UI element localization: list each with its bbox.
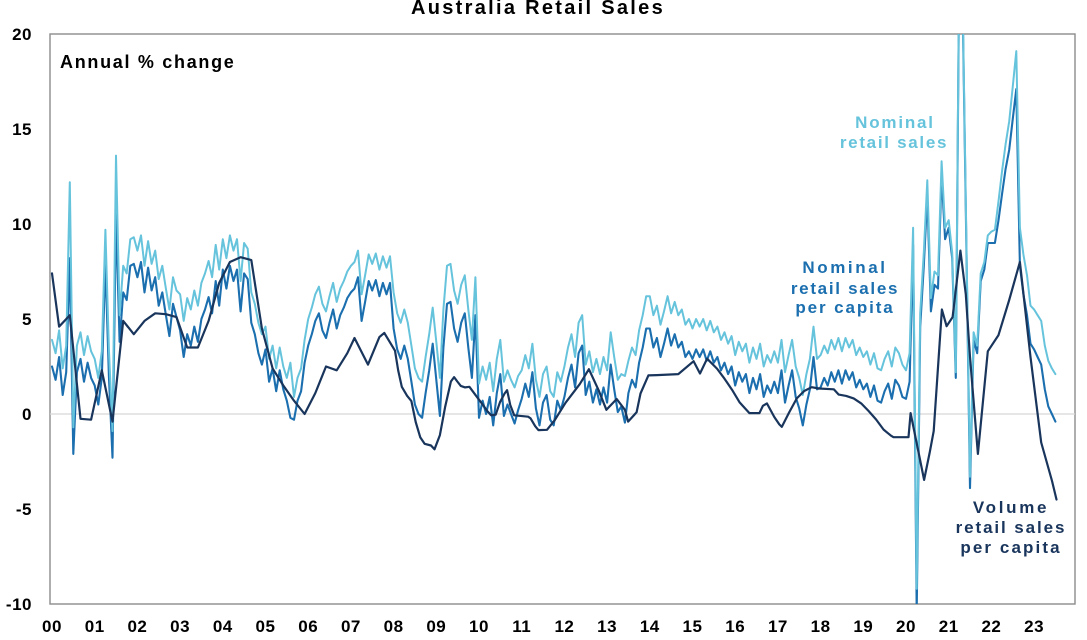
svg-text:19: 19 xyxy=(853,617,873,636)
svg-text:-10: -10 xyxy=(6,595,32,614)
svg-text:Volume: Volume xyxy=(973,498,1049,517)
svg-text:18: 18 xyxy=(811,617,831,636)
svg-text:17: 17 xyxy=(768,617,788,636)
svg-text:03: 03 xyxy=(170,617,190,636)
svg-text:02: 02 xyxy=(127,617,147,636)
svg-text:12: 12 xyxy=(554,617,574,636)
svg-text:11: 11 xyxy=(512,617,531,636)
svg-text:14: 14 xyxy=(640,617,660,636)
svg-text:10: 10 xyxy=(469,617,489,636)
svg-text:-5: -5 xyxy=(16,500,32,519)
svg-text:05: 05 xyxy=(256,617,276,636)
svg-text:08: 08 xyxy=(384,617,404,636)
svg-text:Nominal: Nominal xyxy=(855,113,935,132)
svg-text:0: 0 xyxy=(22,405,32,424)
svg-text:retail sales: retail sales xyxy=(840,133,948,152)
svg-text:21: 21 xyxy=(939,617,959,636)
svg-text:Australia Retail Sales: Australia Retail Sales xyxy=(411,0,665,19)
svg-text:09: 09 xyxy=(426,617,446,636)
svg-text:07: 07 xyxy=(341,617,361,636)
svg-text:retail sales: retail sales xyxy=(791,279,899,298)
svg-text:per capita: per capita xyxy=(960,538,1061,557)
svg-text:retail sales: retail sales xyxy=(956,518,1067,537)
svg-text:06: 06 xyxy=(298,617,318,636)
svg-text:16: 16 xyxy=(725,617,745,636)
svg-text:per capita: per capita xyxy=(795,298,894,317)
svg-text:20: 20 xyxy=(896,617,916,636)
svg-text:10: 10 xyxy=(12,215,32,234)
svg-text:23: 23 xyxy=(1024,617,1044,636)
svg-text:20: 20 xyxy=(12,25,32,44)
svg-text:15: 15 xyxy=(683,617,703,636)
svg-text:22: 22 xyxy=(981,617,1001,636)
svg-text:00: 00 xyxy=(42,617,62,636)
svg-text:04: 04 xyxy=(213,617,233,636)
svg-text:5: 5 xyxy=(22,310,32,329)
svg-text:13: 13 xyxy=(597,617,617,636)
svg-text:Annual % change: Annual % change xyxy=(60,52,236,72)
svg-text:01: 01 xyxy=(85,617,105,636)
svg-text:15: 15 xyxy=(12,120,32,139)
svg-text:Nominal: Nominal xyxy=(802,258,887,277)
